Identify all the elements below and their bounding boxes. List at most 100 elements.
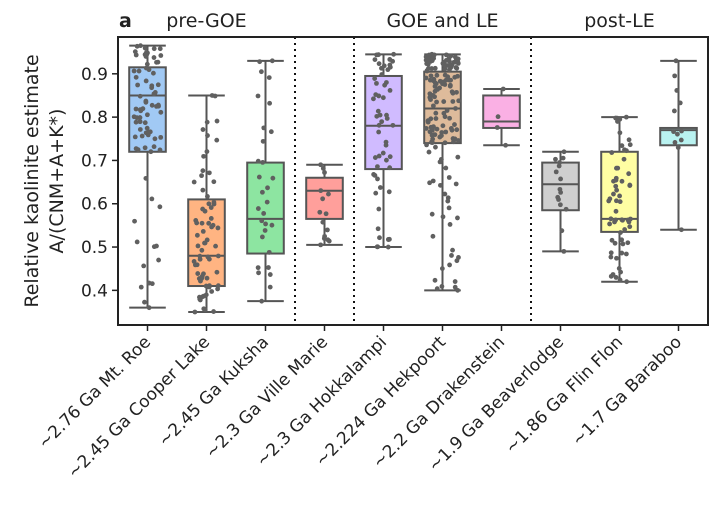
box-iqr bbox=[541, 161, 580, 212]
data-point bbox=[439, 284, 445, 289]
data-point bbox=[206, 170, 212, 176]
y-tick-label: 0.9 bbox=[81, 65, 108, 85]
x-tick-label: ~2.45 Ga Kuksha bbox=[155, 332, 273, 450]
data-point bbox=[608, 250, 614, 256]
data-point bbox=[374, 80, 379, 86]
data-point bbox=[199, 247, 205, 253]
data-point bbox=[607, 221, 613, 227]
data-point bbox=[372, 155, 378, 160]
data-point bbox=[456, 98, 462, 104]
data-point bbox=[385, 244, 391, 250]
data-point bbox=[553, 169, 559, 175]
data-point bbox=[325, 237, 331, 243]
data-point bbox=[556, 197, 561, 202]
data-point bbox=[255, 206, 261, 211]
data-point bbox=[454, 89, 459, 95]
data-point bbox=[675, 145, 681, 150]
data-point bbox=[672, 140, 678, 145]
data-point bbox=[197, 256, 203, 262]
data-point bbox=[373, 92, 379, 98]
data-point bbox=[442, 140, 448, 146]
data-point bbox=[195, 243, 201, 249]
data-point bbox=[140, 106, 146, 112]
data-point bbox=[563, 206, 569, 212]
data-point bbox=[623, 251, 629, 257]
data-point bbox=[206, 256, 212, 262]
box-10 bbox=[659, 59, 698, 231]
data-point bbox=[137, 119, 143, 125]
data-point bbox=[149, 85, 155, 91]
data-point bbox=[423, 75, 429, 81]
data-point bbox=[318, 188, 324, 194]
data-point bbox=[156, 257, 161, 263]
data-point bbox=[377, 235, 382, 241]
data-point bbox=[617, 130, 623, 136]
data-point bbox=[619, 237, 625, 243]
data-point bbox=[199, 273, 205, 279]
data-point bbox=[194, 232, 200, 238]
data-point bbox=[614, 187, 620, 193]
data-point bbox=[673, 58, 679, 64]
box-iqr bbox=[482, 94, 521, 129]
data-point bbox=[318, 242, 324, 248]
data-point bbox=[202, 240, 208, 246]
data-point bbox=[429, 211, 435, 217]
data-point bbox=[206, 220, 212, 226]
data-point bbox=[455, 73, 460, 79]
data-point bbox=[205, 193, 210, 199]
data-point bbox=[678, 137, 684, 143]
data-point bbox=[200, 168, 206, 174]
data-point bbox=[500, 86, 506, 92]
data-point bbox=[623, 114, 629, 120]
data-point bbox=[131, 68, 137, 74]
data-point bbox=[613, 217, 619, 223]
data-point bbox=[674, 131, 680, 137]
data-point bbox=[557, 202, 563, 208]
data-point bbox=[454, 65, 460, 71]
data-point bbox=[561, 149, 567, 155]
data-point bbox=[258, 69, 264, 75]
data-point bbox=[204, 149, 210, 154]
data-point bbox=[374, 52, 380, 58]
data-point bbox=[558, 176, 563, 182]
data-point bbox=[146, 67, 152, 73]
group-label: post-LE bbox=[584, 10, 654, 32]
box-iqr bbox=[246, 161, 285, 255]
data-point bbox=[613, 183, 619, 189]
data-point bbox=[375, 176, 380, 182]
data-point bbox=[211, 309, 216, 314]
data-point bbox=[154, 243, 159, 249]
data-point bbox=[434, 286, 440, 292]
data-point bbox=[557, 160, 562, 165]
data-point bbox=[442, 66, 448, 72]
data-point bbox=[625, 240, 631, 246]
data-point bbox=[430, 233, 436, 239]
data-point bbox=[452, 122, 457, 127]
data-point bbox=[607, 196, 613, 202]
data-point bbox=[202, 307, 208, 313]
data-point bbox=[255, 265, 261, 271]
data-point bbox=[614, 198, 619, 204]
data-point bbox=[373, 190, 379, 196]
data-point bbox=[149, 281, 155, 287]
data-point bbox=[553, 156, 558, 162]
data-point bbox=[620, 241, 626, 247]
data-point bbox=[427, 77, 433, 83]
data-point bbox=[432, 65, 438, 71]
data-point bbox=[158, 134, 164, 140]
data-point bbox=[434, 72, 440, 78]
data-point bbox=[430, 103, 436, 109]
data-point bbox=[139, 133, 145, 139]
data-point bbox=[679, 128, 684, 134]
data-point bbox=[451, 139, 456, 145]
data-point bbox=[387, 64, 393, 70]
data-point bbox=[204, 275, 210, 281]
data-point bbox=[268, 129, 274, 135]
data-point bbox=[131, 114, 137, 120]
data-point bbox=[374, 113, 380, 119]
data-point bbox=[434, 126, 440, 132]
data-point bbox=[434, 99, 439, 105]
data-point bbox=[193, 218, 199, 223]
data-point bbox=[215, 283, 221, 289]
data-point bbox=[390, 58, 396, 64]
